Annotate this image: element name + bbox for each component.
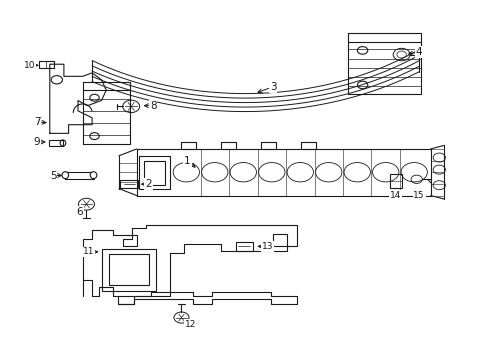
Bar xyxy=(49,140,63,146)
Text: 1: 1 xyxy=(184,156,191,166)
Text: 12: 12 xyxy=(185,320,196,329)
Bar xyxy=(144,161,165,185)
Text: 11: 11 xyxy=(83,247,95,256)
Text: 9: 9 xyxy=(34,137,40,147)
Bar xyxy=(236,242,252,251)
Bar xyxy=(390,174,402,188)
Bar xyxy=(139,157,170,189)
Text: 13: 13 xyxy=(262,242,273,251)
Text: 2: 2 xyxy=(145,179,152,189)
Text: 7: 7 xyxy=(34,117,40,127)
Ellipse shape xyxy=(62,172,69,179)
Ellipse shape xyxy=(90,172,97,179)
Text: 14: 14 xyxy=(390,191,401,200)
Bar xyxy=(109,254,148,285)
Bar xyxy=(121,180,138,188)
Text: 8: 8 xyxy=(150,101,157,111)
Bar xyxy=(39,61,53,68)
Text: 3: 3 xyxy=(270,82,276,92)
Bar xyxy=(101,249,156,291)
Text: 10: 10 xyxy=(24,61,35,70)
Text: 4: 4 xyxy=(416,47,422,57)
Text: 15: 15 xyxy=(413,191,425,200)
Text: 6: 6 xyxy=(76,207,83,217)
Text: 5: 5 xyxy=(50,171,56,180)
